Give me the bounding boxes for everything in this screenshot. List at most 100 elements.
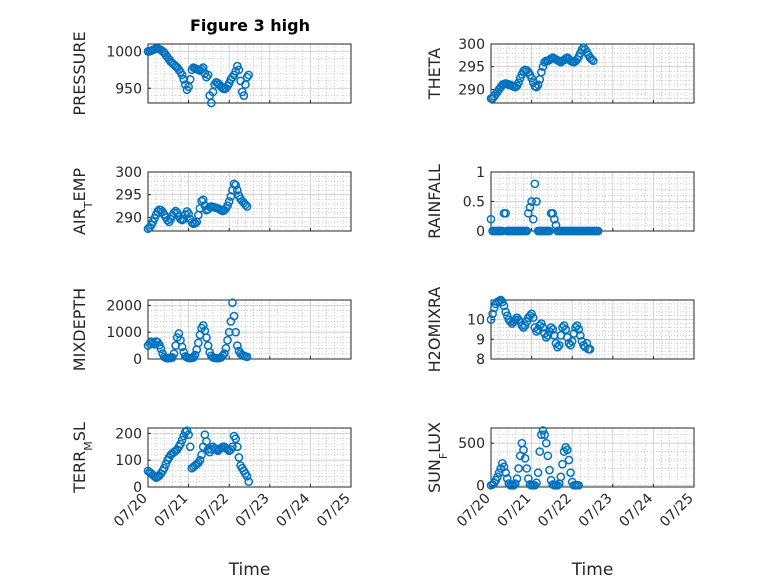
data-point: [538, 426, 548, 435]
data-point: [486, 214, 496, 224]
data-point: [566, 340, 575, 350]
data-point: [159, 463, 169, 473]
x-tick-label: 07/20: [111, 491, 151, 531]
data-point: [202, 72, 211, 82]
data-point: [543, 451, 553, 461]
y-axis-label: AIRTEMP: [70, 168, 95, 235]
data-point: [193, 338, 203, 348]
data-point: [506, 317, 515, 326]
data-point: [553, 342, 562, 352]
data-point: [536, 67, 546, 77]
data-point: [221, 343, 231, 353]
data-point: [527, 309, 536, 319]
y-tick-label: 950: [115, 81, 142, 97]
data-point: [219, 349, 229, 358]
data-point: [190, 218, 200, 228]
data-point: [562, 445, 572, 455]
data-point: [202, 333, 211, 342]
data-point: [231, 327, 241, 337]
data-point: [527, 197, 536, 206]
data-point: [501, 307, 510, 317]
data-point: [530, 179, 540, 189]
data-point: [587, 55, 597, 64]
x-axis-label: Time: [228, 560, 271, 580]
data-point: [522, 464, 532, 473]
data-point: [502, 474, 512, 483]
x-tick-label: 07/25: [657, 491, 697, 531]
data-point: [224, 197, 234, 206]
data-point: [499, 462, 509, 472]
data-point: [218, 351, 228, 361]
data-point: [572, 321, 582, 330]
data-point: [499, 301, 509, 311]
x-tick-label: 07/22: [535, 491, 575, 531]
data-point: [242, 202, 252, 211]
data-point: [533, 468, 543, 478]
data-point: [532, 197, 541, 206]
subplot-air-temp: 290 295 300 AIRTEMP: [70, 165, 352, 235]
data-point: [244, 477, 254, 486]
data-point: [231, 180, 241, 190]
x-tick-label: 07/24: [273, 490, 313, 530]
data-point: [588, 56, 598, 66]
x-tick-label: 07/24: [616, 490, 656, 530]
subplot-terr-msl: 0 100 200 07/20 07/21 07/22 07/23 07/24 07/25 Tim…: [70, 422, 354, 580]
data-point: [185, 75, 195, 84]
y-tick-label: 1: [476, 165, 485, 181]
data-point: [574, 480, 584, 490]
data-point: [177, 435, 187, 445]
data-point: [553, 480, 562, 490]
data-point: [593, 226, 603, 236]
data-point: [185, 442, 195, 452]
data-point: [242, 72, 252, 82]
x-tick-label: 07/21: [152, 491, 192, 531]
y-axis-label: TERRMSL: [70, 422, 95, 494]
data-point: [182, 426, 192, 436]
data-point: [203, 70, 213, 80]
y-tick-label: 2000: [106, 298, 142, 314]
data-point: [558, 459, 567, 469]
data-point: [223, 335, 232, 345]
y-tick-label: 9: [476, 332, 485, 348]
data-point: [549, 214, 559, 224]
data-point: [535, 447, 545, 456]
data-point: [556, 472, 566, 482]
data-point: [202, 437, 211, 446]
data-point: [524, 208, 533, 218]
data-point: [520, 453, 530, 463]
y-tick-label: 0: [476, 224, 485, 240]
data-point: [546, 323, 556, 332]
y-tick-label: 0: [133, 352, 142, 368]
data-point: [575, 331, 585, 340]
data-point: [524, 474, 533, 483]
data-point: [532, 82, 541, 92]
data-point: [511, 315, 520, 325]
x-tick-label: 07/25: [314, 491, 354, 531]
data-point: [536, 319, 546, 328]
data-point: [527, 73, 536, 83]
figure-title: Figure 3 high: [190, 16, 310, 35]
y-tick-label: 1000: [106, 44, 142, 60]
y-tick-label: 0.5: [463, 195, 485, 211]
plot-area: [147, 171, 352, 232]
data-point: [228, 298, 237, 308]
y-tick-label: 295: [115, 188, 142, 204]
data-point: [241, 200, 250, 210]
data-point: [548, 208, 558, 218]
plot-area: [147, 427, 352, 488]
axes-frame: [147, 43, 352, 104]
y-tick-label: 1000: [106, 325, 142, 341]
y-tick-label: 290: [115, 210, 142, 226]
x-axis-label: Time: [571, 560, 614, 580]
data-point: [488, 309, 497, 319]
subplot-theta: 290 295 300 THETA: [425, 37, 695, 104]
data-point: [501, 468, 510, 478]
data-point: [514, 464, 523, 473]
data-point: [169, 349, 179, 358]
data-point: [545, 226, 554, 236]
data-point: [228, 442, 237, 452]
subplot-rainfall: 0 0.5 1 RAINFALL: [425, 164, 695, 240]
data-point: [177, 70, 187, 80]
